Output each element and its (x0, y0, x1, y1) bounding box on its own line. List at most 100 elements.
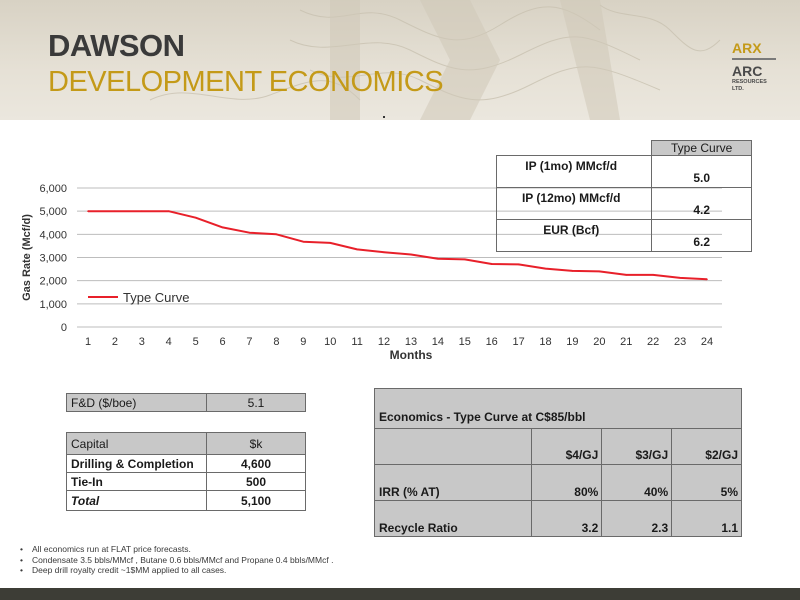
data-point (410, 253, 412, 256)
data-point (383, 251, 385, 253)
table-row: IRR (% AT) 80% 40% 5% (373, 464, 742, 501)
header-empty-cell (373, 428, 533, 465)
table-row: Recycle Ratio 3.2 2.3 1.1 (373, 500, 742, 537)
page-title: DAWSON (48, 28, 185, 63)
total-row: Total 5,100 (66, 490, 306, 511)
data-point (544, 267, 547, 270)
footnote-item: • Condensate 3.5 bbls/MMcf , Butane 0.6 b… (20, 555, 720, 566)
type-curve-header: Type Curve (651, 140, 752, 156)
table-header-empty-cell (496, 140, 653, 156)
row-value: 3.2 (531, 500, 603, 537)
x-tick-label: 2 (112, 336, 118, 348)
logo-divider (732, 58, 776, 60)
type-curve-table: Type Curve IP (1mo) MMcf/d 5.0 IP (12mo)… (495, 140, 752, 252)
data-point (275, 233, 278, 236)
x-tick-label: 4 (166, 336, 172, 348)
x-tick-label: 14 (432, 336, 444, 348)
data-point (571, 270, 574, 272)
y-tick-label: 0 (61, 322, 67, 334)
row-label: IP (1mo) MMcf/d (495, 155, 653, 188)
row-value: 4.2 (651, 187, 752, 220)
row-value: 6.2 (651, 219, 752, 252)
y-tick-label: 4,000 (39, 229, 67, 241)
footnote-item: • All economics run at FLAT price forecas… (20, 544, 720, 555)
x-tick-label: 12 (378, 336, 390, 348)
legend-label: Type Curve (123, 290, 189, 305)
table-row: Drilling & Completion 4,600 (66, 454, 306, 473)
bullet-icon: • (20, 544, 23, 554)
table-row: IP (1mo) MMcf/d 5.0 (495, 155, 752, 188)
footnote-text: Condensate 3.5 bbls/MMcf , Butane 0.6 bb… (32, 554, 334, 565)
data-point (490, 263, 493, 265)
row-value: 1.1 (671, 500, 742, 537)
row-value: 2.3 (601, 500, 673, 537)
footnotes: • All economics run at FLAT price forecas… (20, 544, 720, 576)
data-point (194, 216, 197, 219)
column-header: $3/GJ (601, 428, 673, 465)
data-point (87, 210, 89, 212)
x-tick-label: 7 (246, 336, 252, 348)
logo-arc-text: ARC (732, 63, 763, 79)
row-value: 5% (671, 464, 742, 501)
table-header-row: Type Curve (496, 140, 752, 156)
bullet-icon: • (20, 565, 23, 575)
x-tick-label: 22 (647, 336, 659, 348)
data-point (598, 270, 601, 273)
row-label: Recycle Ratio (373, 500, 533, 537)
table-header-row: Capital $k (66, 432, 306, 455)
fd-label: F&D ($/boe) (66, 393, 207, 412)
y-tick-label: 6,000 (39, 183, 67, 195)
column-header: $2/GJ (671, 428, 742, 465)
data-point (679, 277, 681, 279)
column-header: $4/GJ (531, 428, 603, 465)
capital-header-value: $k (206, 432, 306, 455)
page-subtitle: DEVELOPMENT ECONOMICS (48, 66, 444, 98)
capital-header-label: Capital (66, 432, 207, 455)
row-value: 500 (206, 472, 306, 491)
total-value: 5,100 (206, 490, 306, 511)
row-label: IP (12mo) MMcf/d (495, 187, 653, 220)
economics-title-row: Economics - Type Curve at C$85/bbl (374, 388, 742, 429)
row-label: Tie-In (66, 472, 207, 491)
logo-ltd-text: LTD. (732, 86, 744, 92)
row-value: 40% (601, 464, 673, 501)
x-tick-label: 20 (593, 336, 605, 348)
data-point (302, 240, 305, 243)
y-tick-label: 5,000 (39, 206, 67, 218)
x-tick-label: 5 (193, 336, 199, 348)
data-point (652, 274, 654, 276)
x-tick-label: 23 (674, 336, 686, 348)
fd-table: F&D ($/boe) 5.1 (66, 393, 306, 412)
row-label: IRR (% AT) (373, 464, 533, 501)
row-value: 80% (531, 464, 603, 501)
x-tick-label: 8 (273, 336, 279, 348)
data-point (437, 257, 439, 260)
table-row: IP (12mo) MMcf/d 4.2 (495, 187, 752, 220)
logo-arx-text: ARX (732, 40, 762, 56)
fd-value: 5.1 (206, 393, 306, 412)
table-row: Tie-In 500 (66, 472, 306, 491)
x-tick-label: 18 (539, 336, 551, 348)
x-tick-label: 6 (220, 336, 226, 348)
footnote-item: • Deep drill royalty credit ~1$MM applied… (20, 565, 720, 576)
data-point (329, 242, 332, 244)
row-label: EUR (Bcf) (495, 219, 653, 252)
x-axis-label: Months (390, 348, 433, 362)
decorative-dot (383, 116, 385, 118)
x-tick-label: 9 (300, 336, 306, 348)
x-tick-label: 16 (486, 336, 498, 348)
economics-title: Economics - Type Curve at C$85/bbl (374, 388, 742, 429)
x-tick-label: 10 (324, 336, 336, 348)
data-point (221, 226, 224, 229)
x-tick-label: 1 (85, 336, 91, 348)
row-value: 5.0 (651, 155, 752, 188)
x-tick-label: 17 (512, 336, 524, 348)
topographic-background (149, 0, 721, 120)
x-tick-label: 13 (405, 336, 417, 348)
y-tick-label: 1,000 (39, 299, 67, 311)
data-point (356, 248, 358, 251)
footnote-text: All economics run at FLAT price forecast… (32, 544, 191, 554)
y-axis-label: Gas Rate (Mcf/d) (21, 214, 33, 301)
